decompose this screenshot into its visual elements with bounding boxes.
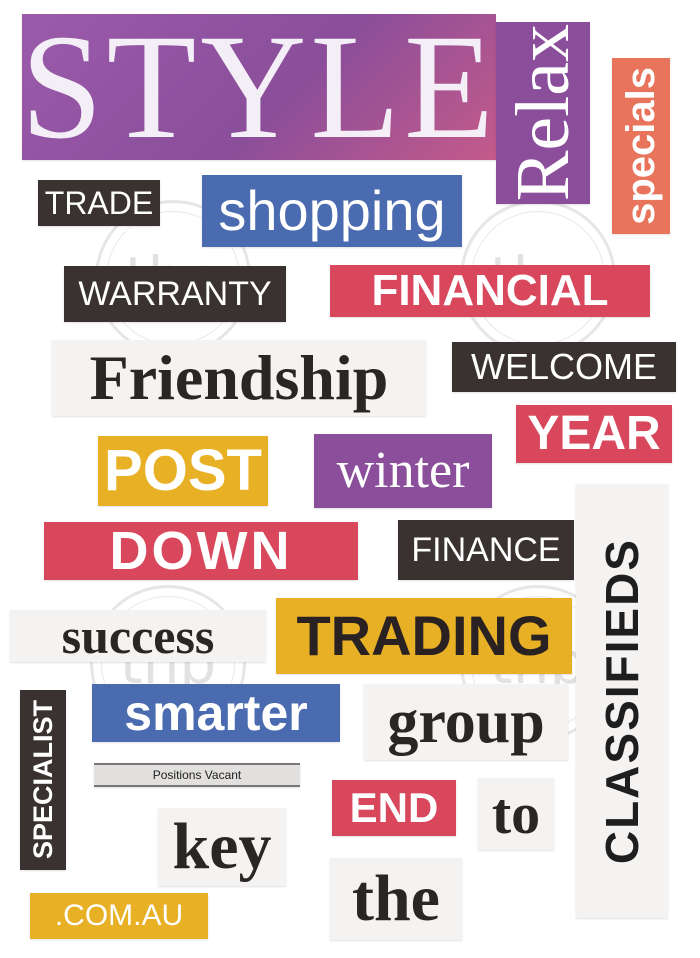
clipping-trading: TRADING	[276, 598, 572, 674]
clipping-specials: specials	[612, 58, 670, 234]
clipping-com-au: .COM.AU	[30, 893, 208, 939]
clipping-post: POST	[98, 436, 268, 506]
clipping-success: success	[10, 610, 266, 662]
clipping-finance: FINANCE	[398, 520, 574, 580]
clipping-shopping: shopping	[202, 175, 462, 247]
clipping-specialist: SPECIALIST	[20, 690, 66, 870]
clipping-financial: FINANCIAL	[330, 265, 650, 317]
clipping-style: STYLE	[22, 14, 496, 160]
clipping-end: END	[332, 780, 456, 836]
clipping-welcome: WELCOME	[452, 342, 676, 392]
clipping-friendship: Friendship	[52, 340, 426, 416]
clipping-group: group	[364, 684, 568, 760]
clipping-down: DOWN	[44, 522, 358, 580]
clipping-relax: Relax	[496, 22, 590, 204]
clipping-positions-vacant: Positions Vacant	[94, 763, 300, 787]
clipping-trade: TRADE	[38, 180, 160, 226]
clipping-year: YEAR	[516, 405, 672, 463]
clipping-warranty: WARRANTY	[64, 266, 286, 322]
clipping-smarter: smarter	[92, 684, 340, 742]
clipping-to: to	[478, 778, 554, 850]
clipping-key: key	[158, 808, 286, 886]
clipping-classifieds: CLASSIFIEDS	[576, 484, 668, 918]
clipping-the: the	[330, 858, 462, 940]
clipping-winter: winter	[314, 434, 492, 508]
